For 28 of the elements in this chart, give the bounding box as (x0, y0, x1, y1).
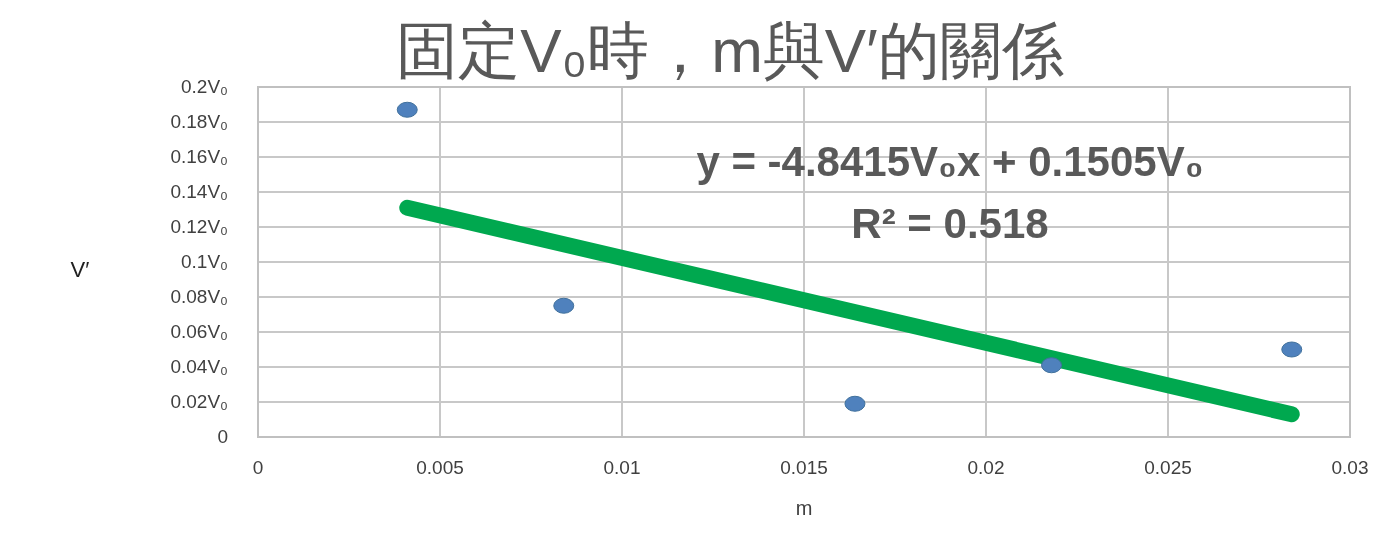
point (396, 101, 418, 118)
y-tick-label: 0.16V₀ (170, 146, 228, 167)
x-tick-label: 0 (252, 457, 264, 478)
annotation: R² = 0.518 (851, 200, 1049, 247)
y-tick-label: 0.12V₀ (170, 216, 228, 237)
point (553, 297, 575, 314)
point (1041, 357, 1063, 374)
x-tick-label: 0.015 (780, 457, 828, 478)
y-tick-label: 0.08V₀ (170, 286, 228, 307)
y-tick-label: 0.06V₀ (170, 321, 228, 342)
y-axis-title: V′ (70, 257, 90, 282)
x-tick-label: 0.01 (603, 457, 641, 478)
x-tick-label: 0.03 (1331, 457, 1369, 478)
point (1281, 341, 1303, 358)
x-axis-title: m (795, 497, 813, 519)
chart-title: 固定V₀時，m與V′的關係 (396, 16, 1064, 85)
y-tick-label: 0.18V₀ (170, 111, 228, 132)
point (844, 395, 866, 412)
x-tick-label: 0.02 (967, 457, 1005, 478)
y-tick-label: 0.02V₀ (170, 391, 228, 412)
x-tick-label: 0.005 (416, 457, 464, 478)
x-tick-label: 0.025 (1144, 457, 1192, 478)
y-tick-label: 0.14V₀ (170, 181, 228, 202)
y-tick-label: 0 (217, 426, 228, 447)
y-tick-label: 0.1V₀ (181, 251, 228, 272)
y-tick-label: 0.04V₀ (170, 356, 228, 377)
annotation: y = -4.8415V₀x + 0.1505V₀ (696, 138, 1204, 185)
y-tick-label: 0.2V₀ (181, 76, 228, 97)
